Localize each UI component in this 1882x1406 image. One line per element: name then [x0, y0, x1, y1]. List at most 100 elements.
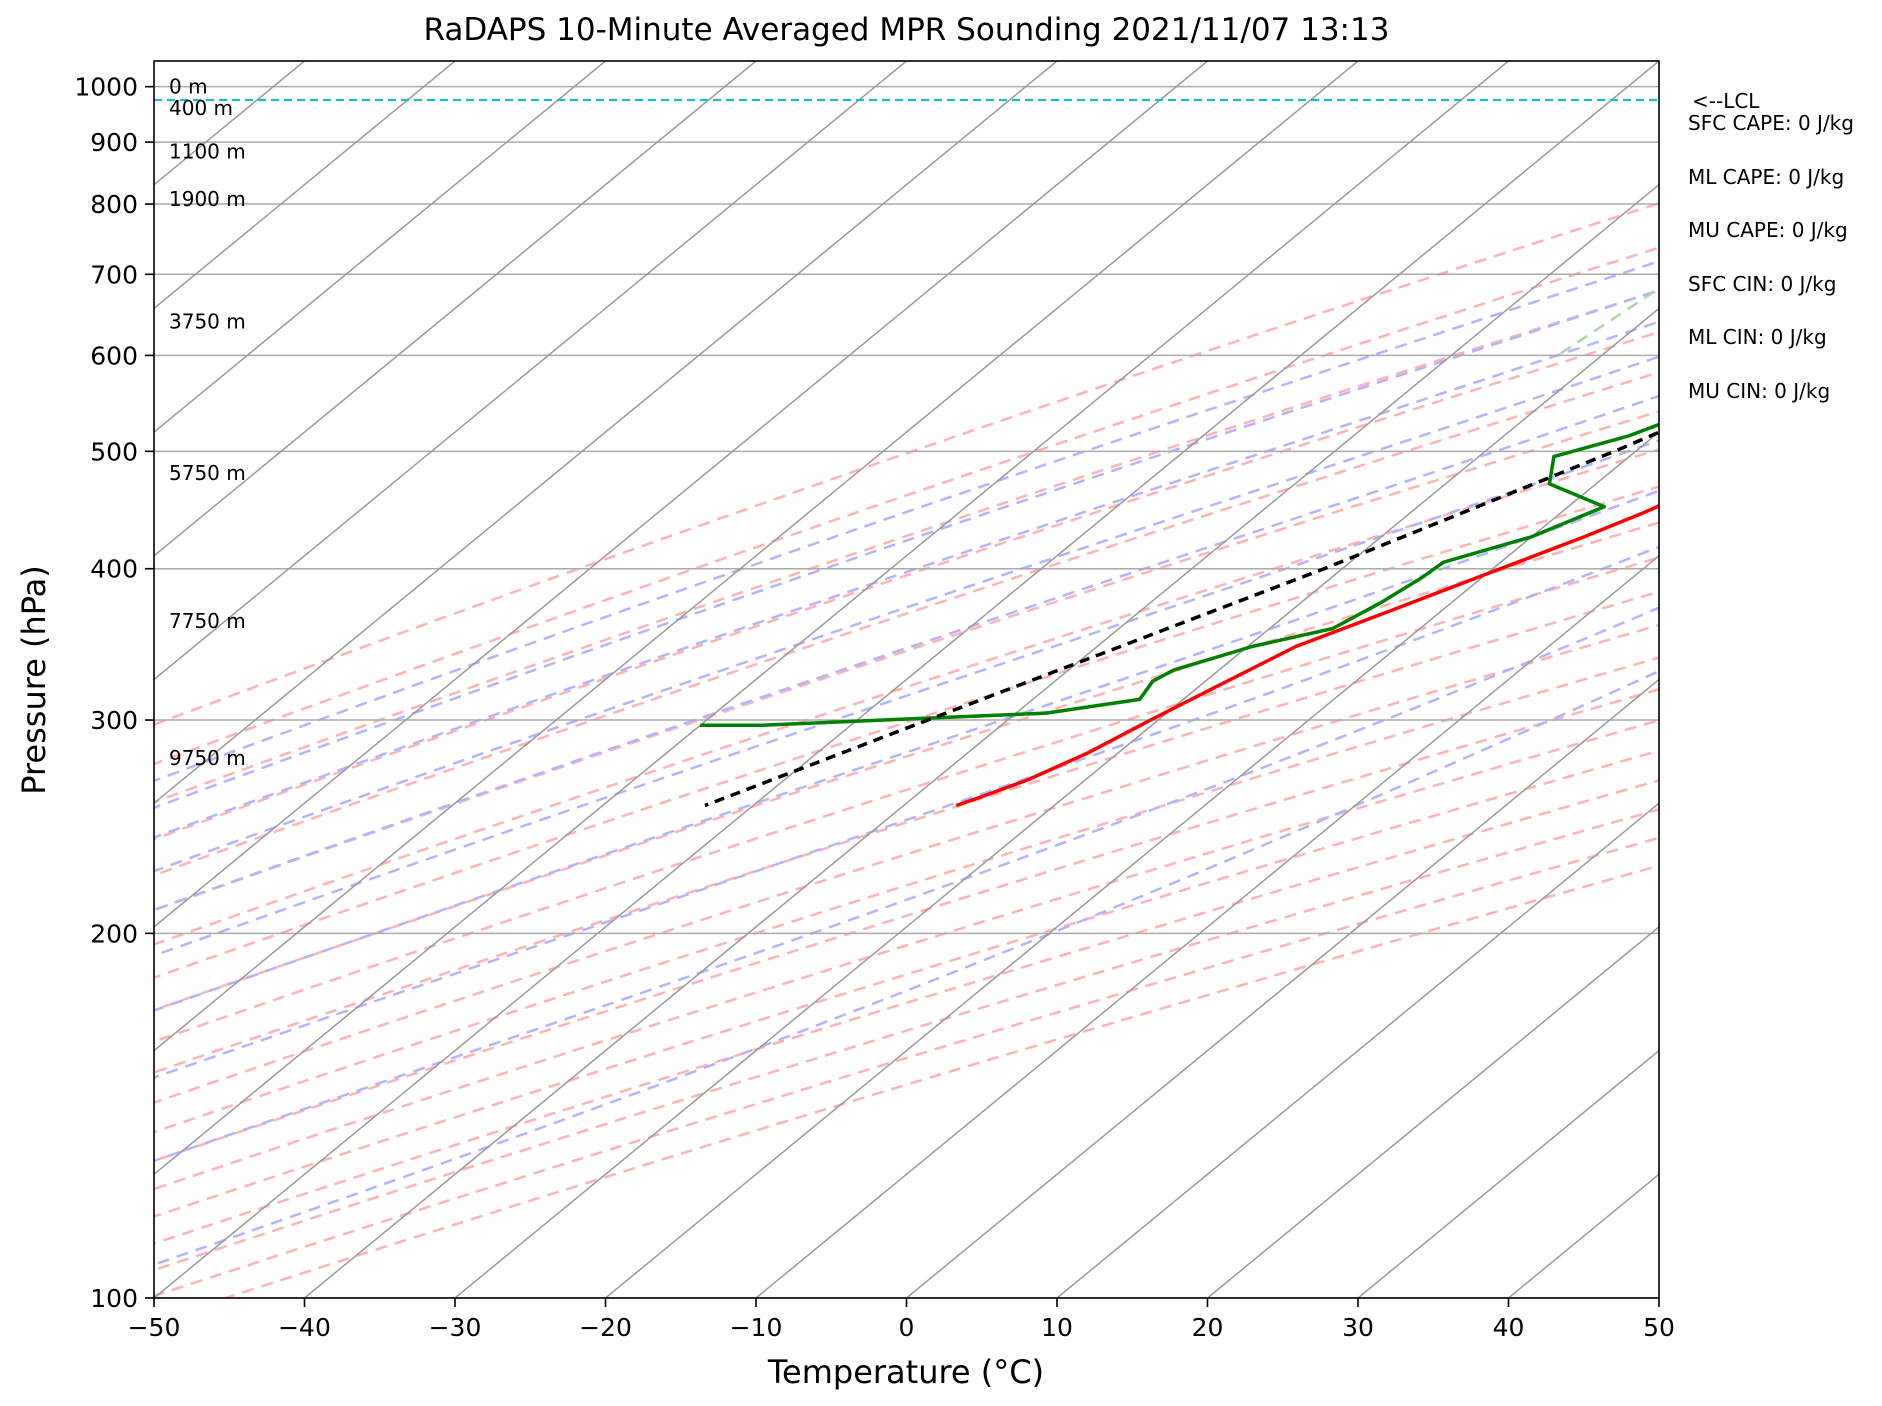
isotherm — [1357, 1049, 1659, 1298]
dry-adiabat — [154, 448, 1659, 946]
height-label: 1900 m — [169, 187, 246, 211]
y-tick-label: 900 — [90, 128, 138, 157]
lcl-group: <--LCL — [154, 89, 1760, 113]
moist-adiabat — [154, 394, 1659, 912]
temperature-profile — [955, 503, 1659, 808]
dry-adiabat — [154, 808, 1659, 1272]
height-label: 5750 m — [169, 461, 246, 485]
isotherm — [154, 61, 1509, 1176]
dry-adiabat — [154, 202, 1659, 726]
y-tick-label: 1000 — [74, 73, 138, 102]
isotherm — [454, 307, 1659, 1298]
moist-adiabat — [154, 545, 1659, 1079]
height-label: 0 m — [169, 75, 208, 99]
dewpoint-profile — [700, 422, 1659, 728]
dry-adiabat — [154, 330, 1659, 841]
isotherm — [0, 61, 4, 1298]
mixing-ratio-line — [1828, 61, 1882, 355]
isotherms — [0, 61, 1659, 1298]
dry-adiabat — [154, 718, 1659, 1191]
y-tick-label: 700 — [90, 260, 138, 289]
x-tick-label: −20 — [579, 1313, 632, 1342]
isotherm — [1207, 925, 1659, 1298]
dry-adiabat — [154, 556, 1659, 1043]
lcl-label: <--LCL — [1692, 89, 1760, 113]
stat-label: SFC CAPE: 0 J/kg — [1688, 111, 1854, 135]
x-axis-label: Temperature (°C) — [767, 1353, 1044, 1391]
parcel-profile — [704, 430, 1659, 808]
moist-adiabat — [154, 320, 1659, 839]
y-tick-label: 800 — [90, 190, 138, 219]
dry-adiabat — [154, 623, 1659, 1104]
dry-adiabat — [154, 779, 1659, 1245]
x-axis: −50 −40 −30 −20 −10 0 10 20 30 40 50 — [128, 1298, 1675, 1342]
height-label: 1100 m — [169, 140, 246, 164]
x-tick-label: 30 — [1342, 1313, 1374, 1342]
moist-adiabat — [154, 288, 1659, 810]
dry-adiabat — [154, 590, 1659, 1074]
x-tick-label: −50 — [128, 1313, 181, 1342]
y-tick-label: 600 — [90, 341, 138, 370]
dry-adiabat — [154, 656, 1659, 1134]
moist-adiabat — [154, 606, 1659, 1163]
isotherm — [154, 61, 606, 434]
x-tick-label: 50 — [1643, 1313, 1675, 1342]
dry-adiabat — [154, 410, 1659, 912]
x-tick-label: −10 — [730, 1313, 783, 1342]
isotherm — [154, 61, 456, 310]
dry-adiabat — [154, 749, 1659, 1218]
dry-adiabat — [154, 687, 1659, 1163]
height-label: 7750 m — [169, 609, 246, 633]
x-tick-label: −30 — [429, 1313, 482, 1342]
isotherm — [154, 61, 1359, 1052]
x-tick-label: −40 — [278, 1313, 331, 1342]
isotherm — [906, 678, 1659, 1298]
stat-label: MU CIN: 0 J/kg — [1688, 378, 1831, 403]
isotherm — [755, 554, 1659, 1298]
isotherm — [154, 61, 907, 681]
dry-adiabat — [154, 246, 1659, 766]
x-tick-label: 40 — [1493, 1313, 1525, 1342]
isotherm — [1508, 1173, 1659, 1298]
sounding-series — [700, 422, 1659, 808]
moist-adiabat — [154, 355, 1659, 873]
isotherm — [304, 183, 1659, 1298]
moist-adiabat — [154, 669, 1659, 1266]
stat-label: MU CAPE: 0 J/kg — [1688, 218, 1848, 242]
chart-title: RaDAPS 10-Minute Averaged MPR Sounding 2… — [423, 12, 1390, 48]
x-tick-label: 10 — [1041, 1313, 1073, 1342]
dry-adiabat — [154, 485, 1659, 979]
dry-adiabat — [154, 371, 1659, 877]
dry-adiabat — [154, 521, 1659, 1012]
moist-adiabat — [154, 489, 1659, 1012]
isotherm — [154, 61, 1659, 1298]
y-tick-label: 200 — [90, 919, 138, 948]
isotherm — [1658, 1297, 1659, 1298]
height-label: 3750 m — [169, 309, 246, 333]
x-tick-label: 20 — [1192, 1313, 1224, 1342]
isotherm — [605, 431, 1659, 1298]
moist-adiabat — [154, 259, 1659, 783]
y-tick-label: 100 — [90, 1284, 138, 1313]
y-axis-label: Pressure (hPa) — [15, 565, 53, 795]
y-tick-label: 500 — [90, 437, 138, 466]
height-label: 9750 m — [169, 746, 246, 770]
y-tick-label: 300 — [90, 706, 138, 735]
isotherm — [154, 61, 757, 557]
background-lines — [154, 61, 1882, 1298]
dry-adiabat — [154, 836, 1659, 1298]
isotherm — [154, 61, 1058, 805]
mixing-ratio-line — [1557, 287, 1659, 357]
isotherm — [154, 61, 1208, 928]
dry-adiabat — [154, 289, 1659, 804]
y-tick-label: 400 — [90, 555, 138, 584]
moist-adiabat — [154, 439, 1659, 957]
grid — [154, 85, 1659, 1298]
y-axis: 1000 900 800 700 600 500 400 300 200 100 — [74, 73, 154, 1313]
x-tick-label: 0 — [899, 1313, 915, 1342]
isotherm — [1056, 802, 1659, 1298]
stat-label: ML CAPE: 0 J/kg — [1688, 164, 1845, 189]
height-label: 400 m — [169, 96, 233, 120]
